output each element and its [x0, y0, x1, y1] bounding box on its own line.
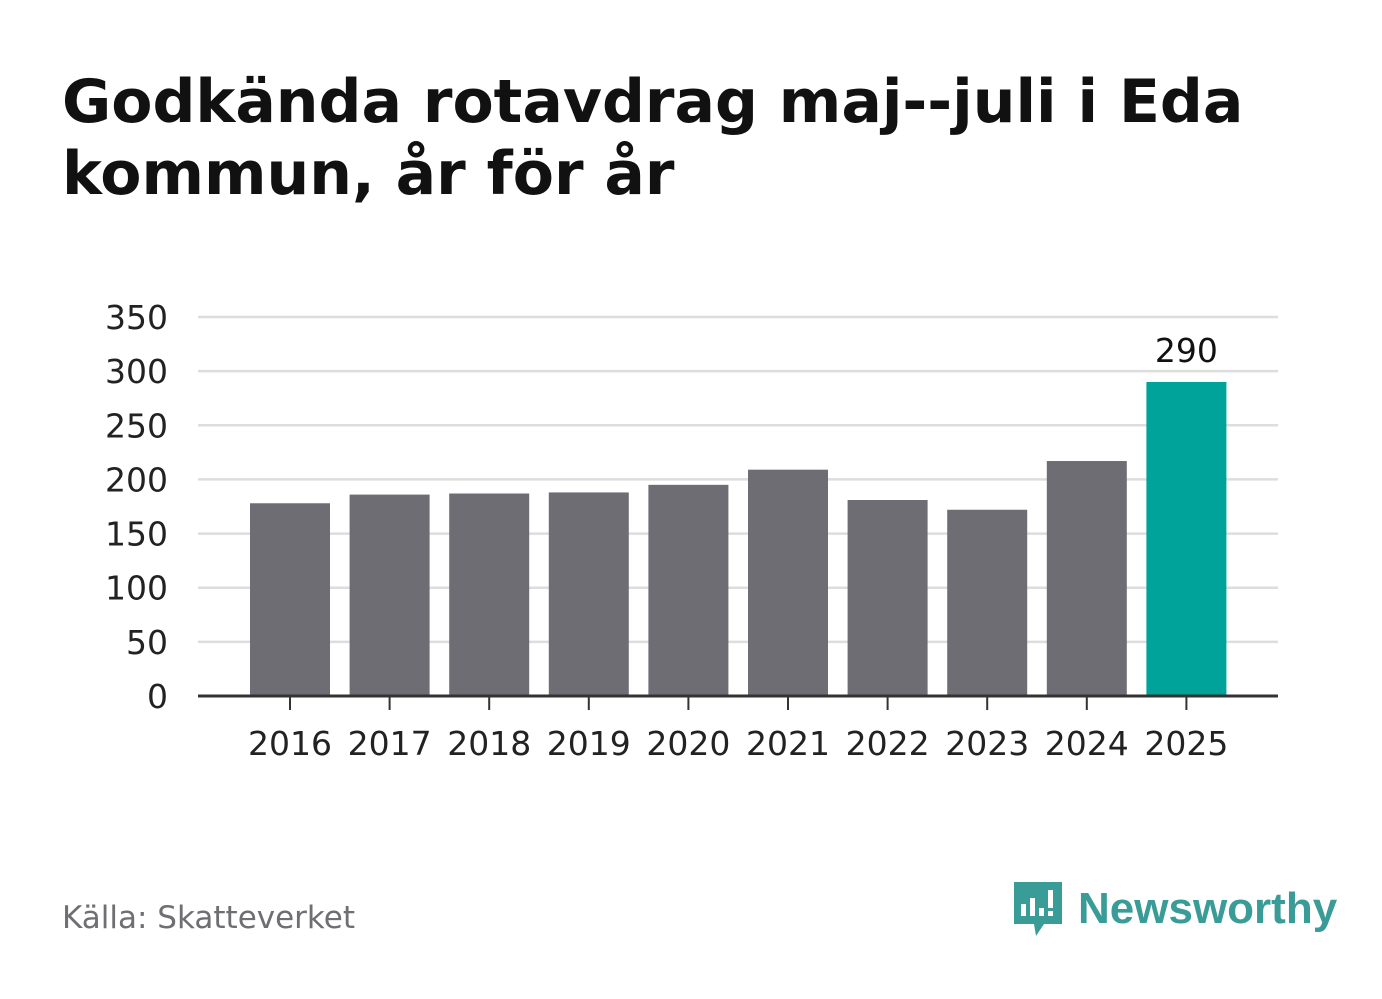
bar-2024 [1046, 461, 1127, 696]
newsworthy-logo-icon [1014, 882, 1062, 936]
y-tick-label: 0 [147, 677, 168, 716]
x-tick-label: 2023 [945, 724, 1029, 763]
bar-2025 [1146, 381, 1227, 696]
x-tick-label: 2025 [1144, 724, 1228, 763]
y-tick-label: 200 [105, 460, 168, 499]
y-tick-label: 50 [126, 623, 168, 662]
bar-2017 [349, 494, 430, 696]
bar-2021 [748, 469, 828, 696]
chart-title: Godkända rotavdrag maj--juli i Eda kommu… [62, 67, 1244, 209]
brand-name: Newsworthy [1078, 884, 1338, 933]
y-tick-label: 150 [105, 515, 168, 554]
y-tick-label: 250 [105, 406, 168, 445]
x-tick-label: 2017 [348, 724, 432, 763]
y-tick-label: 100 [105, 569, 168, 608]
data-label: 290 [1155, 331, 1218, 370]
labels: 0 50 100 150 200 250 300 350 2016 2017 2018 2019 202… [105, 298, 1228, 763]
bar-2020 [648, 484, 729, 696]
bar-2016 [250, 503, 330, 696]
x-tick-label: 2024 [1045, 724, 1129, 763]
bar-2022 [847, 500, 928, 696]
bar-2018 [449, 493, 530, 696]
brand-logo: Newsworthy [1010, 878, 1337, 940]
y-tick-label: 300 [105, 352, 168, 391]
x-tick-label: 2019 [547, 724, 631, 763]
y-tick-label: 350 [105, 298, 168, 337]
x-tick-label: 2020 [646, 724, 730, 763]
x-tick-label: 2018 [447, 724, 531, 763]
axes [198, 694, 1278, 710]
bar-2023 [947, 509, 1028, 696]
source-note: Källa: Skatteverket [62, 900, 356, 936]
x-tick-label: 2021 [746, 724, 830, 763]
bar-2019 [548, 492, 629, 696]
x-tick-label: 2022 [846, 724, 930, 763]
x-tick-label: 2016 [248, 724, 332, 763]
bars [250, 381, 1227, 696]
